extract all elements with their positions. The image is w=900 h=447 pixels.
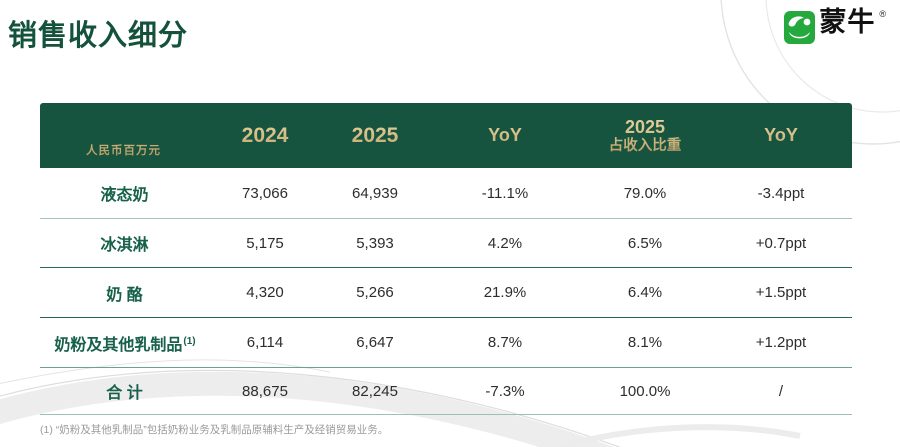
value-revenue-share: 8.1% — [627, 334, 663, 351]
value-2025: 82,245 — [352, 382, 398, 400]
value-revenue-share: 100.0% — [619, 382, 671, 400]
table-row: 合 计 88,675 82,245 -7.3% 100.0% / — [40, 368, 852, 415]
value-2025: 6,647 — [356, 334, 394, 351]
value-2024: 4,320 — [246, 284, 284, 301]
row-label: 合 计 — [106, 385, 143, 402]
table-body: 液态奶 73,066 64,939 -11.1% 79.0% -3.4ppt 冰… — [40, 168, 852, 415]
value-2025: 5,266 — [356, 284, 394, 301]
brand-name: 蒙牛 — [819, 7, 876, 37]
value-2024: 73,066 — [242, 184, 288, 202]
value-yoy: 21.9% — [483, 284, 527, 301]
unit-label: 人民币百万元 — [40, 103, 210, 168]
value-yoy: -11.1% — [481, 184, 529, 202]
column-header-revenue-share: 2025 占收入比重 — [580, 103, 710, 168]
table-row: 冰淇淋 5,175 5,393 4.2% 6.5% +0.7ppt — [40, 219, 852, 268]
footnote: (1) “奶粉及其他乳制品”包括奶粉业务及乳制品原辅料生产及经销贸易业务。 — [40, 424, 389, 436]
mengniu-logo-icon — [784, 11, 816, 44]
row-label: 液态奶 — [100, 187, 149, 204]
column-header-share-line2: 占收入比重 — [608, 137, 682, 154]
table-row: 液态奶 73,066 64,939 -11.1% 79.0% -3.4ppt — [40, 168, 852, 219]
table-header-row: 人民币百万元 2024 2025 YoY 2025 占收入比重 YoY — [40, 103, 852, 168]
column-header-share-yoy: YoY — [710, 103, 852, 168]
value-share-yoy: +0.7ppt — [755, 234, 807, 252]
table-row: 奶粉及其他乳制品 (1) 6,114 6,647 8.7% 8.1% +1.2pp… — [40, 318, 852, 368]
value-share-yoy: / — [778, 382, 784, 400]
value-yoy: -7.3% — [485, 382, 525, 400]
value-revenue-share: 79.0% — [623, 184, 667, 202]
table-row: 奶 酪 4,320 5,266 21.9% 6.4% +1.5ppt — [40, 268, 852, 318]
row-label: 奶 酪 — [106, 286, 143, 304]
value-revenue-share: 6.5% — [627, 234, 663, 252]
value-2024: 6,114 — [246, 334, 284, 351]
value-yoy: 8.7% — [487, 334, 523, 351]
value-2025: 5,393 — [356, 234, 394, 252]
row-label: 奶粉及其他乳制品 (1) — [54, 336, 196, 354]
value-share-yoy: +1.2ppt — [755, 334, 807, 351]
row-label: 冰淇淋 — [100, 237, 149, 254]
value-revenue-share: 6.4% — [627, 284, 663, 301]
value-2024: 5,175 — [246, 234, 284, 252]
page-title: 销售收入细分 — [8, 20, 189, 52]
registered-mark: ® — [879, 9, 886, 19]
value-2025: 64,939 — [352, 184, 398, 202]
column-header-share-line1: 2025 — [624, 116, 666, 137]
value-share-yoy: +1.5ppt — [755, 284, 807, 301]
value-share-yoy: -3.4ppt — [757, 184, 805, 202]
value-yoy: 4.2% — [487, 234, 523, 252]
column-header-2025: 2025 — [320, 103, 430, 168]
revenue-table: 人民币百万元 2024 2025 YoY 2025 占收入比重 YoY 液态奶 … — [40, 103, 852, 415]
column-header-2024: 2024 — [210, 103, 320, 168]
column-header-yoy: YoY — [430, 103, 580, 168]
brand-logo: 蒙牛 ® — [784, 7, 886, 44]
value-2024: 88,675 — [242, 382, 288, 400]
